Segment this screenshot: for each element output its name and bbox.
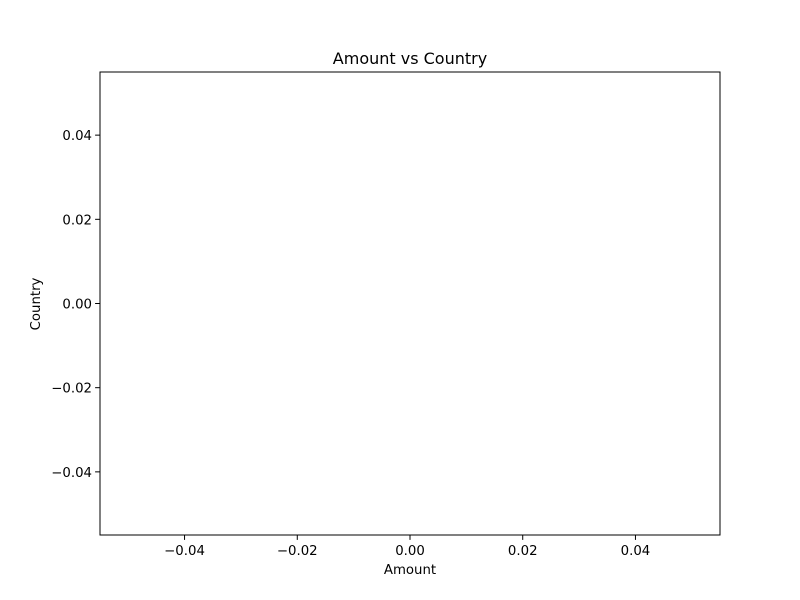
y-axis-label: Country (29, 277, 44, 330)
x-axis-label: Amount (384, 563, 436, 578)
plot-area-frame (99, 71, 721, 536)
x-tick-label: −0.04 (164, 544, 205, 559)
x-tick-label: −0.02 (277, 544, 318, 559)
y-tick-label: 0.00 (62, 298, 92, 313)
chart-title: Amount vs Country (333, 49, 487, 68)
y-tick-label: 0.02 (62, 213, 92, 228)
y-axis: −0.04 −0.02 0.00 0.02 0.04 (51, 129, 100, 481)
x-tick-label: 0.00 (395, 544, 425, 559)
y-tick-label: −0.02 (51, 382, 92, 397)
x-axis: −0.04 −0.02 0.00 0.02 0.04 (164, 535, 650, 559)
y-tick-label: 0.04 (62, 129, 92, 144)
x-tick-label: 0.02 (508, 544, 538, 559)
x-tick-label: 0.04 (621, 544, 651, 559)
y-tick-label: −0.04 (51, 466, 92, 481)
